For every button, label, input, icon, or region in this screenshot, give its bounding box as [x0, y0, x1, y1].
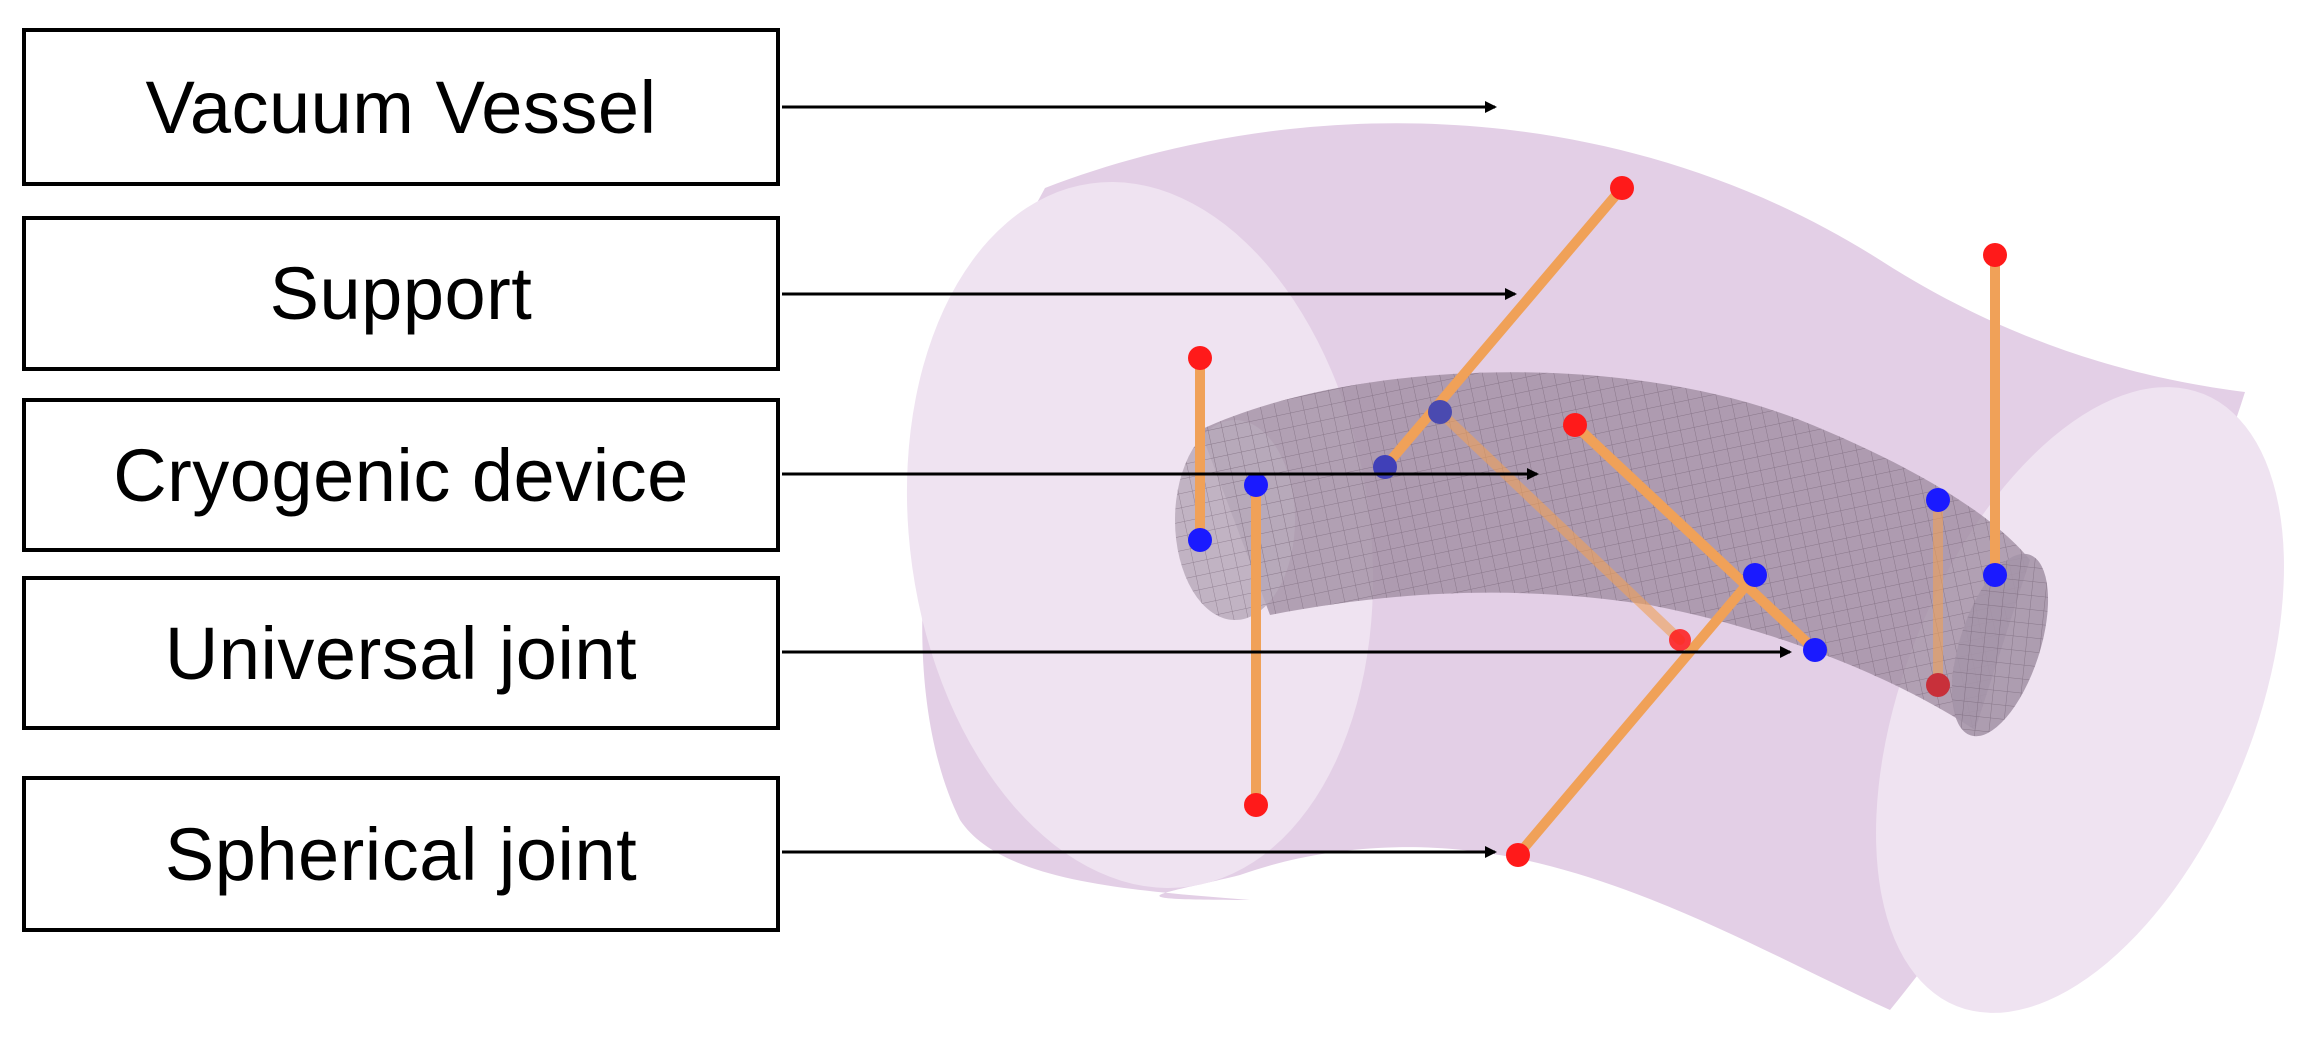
- spherical-joints: [1188, 176, 2007, 867]
- leader-arrows: [782, 101, 1792, 858]
- universal-joint: [1743, 563, 1767, 587]
- spherical-joint: [1188, 346, 1212, 370]
- spherical-joint-label-box: Spherical joint: [22, 776, 780, 932]
- spherical-joint: [1506, 843, 1530, 867]
- spherical-joint: [1563, 413, 1587, 437]
- support-rod: [1513, 570, 1760, 860]
- universal-joint: [1803, 638, 1827, 662]
- universal-joint-label: Universal joint: [164, 611, 638, 695]
- spherical-joint: [1983, 243, 2007, 267]
- universal-joint: [1244, 473, 1268, 497]
- spherical-joint: [1926, 673, 1950, 697]
- support-label: Support: [269, 252, 533, 335]
- supports: [1195, 183, 2000, 860]
- spherical-joint: [1669, 629, 1691, 651]
- spherical-joint-label: Spherical joint: [164, 812, 638, 896]
- universal-joint: [1926, 488, 1950, 512]
- universal-joint: [1428, 400, 1452, 424]
- support-rod: [1380, 183, 1627, 472]
- spherical-joint: [1610, 176, 1634, 200]
- universal-joint-label-box: Universal joint: [22, 576, 780, 730]
- support-label-box: Support: [22, 216, 780, 371]
- cryogenic-device-label-box: Cryogenic device: [22, 398, 780, 552]
- support-rod: [1570, 420, 1820, 655]
- support-rod: [1435, 407, 1685, 645]
- vacuum-vessel-label: Vacuum Vessel: [145, 65, 657, 149]
- cryogenic-device-label: Cryogenic device: [113, 433, 689, 517]
- spherical-joint: [1244, 793, 1268, 817]
- universal-joint: [1188, 528, 1212, 552]
- vacuum-vessel-label-box: Vacuum Vessel: [22, 28, 780, 186]
- universal-joint: [1983, 563, 2007, 587]
